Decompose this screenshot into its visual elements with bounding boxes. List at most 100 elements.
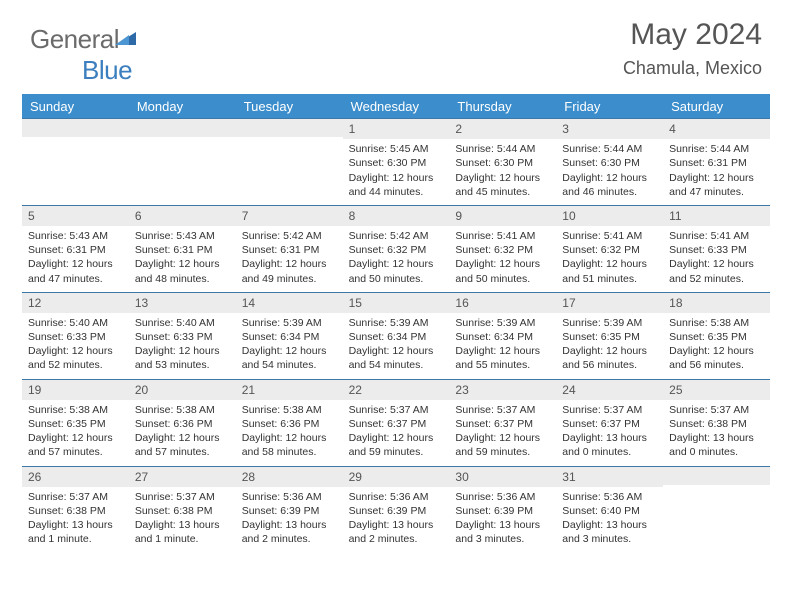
sunrise-text: Sunrise: 5:37 AM <box>562 403 657 417</box>
sunset-text: Sunset: 6:32 PM <box>349 243 444 257</box>
day-cell <box>22 119 129 205</box>
day-cell: 1Sunrise: 5:45 AMSunset: 6:30 PMDaylight… <box>343 119 450 205</box>
sunrise-text: Sunrise: 5:37 AM <box>669 403 764 417</box>
sunset-text: Sunset: 6:31 PM <box>135 243 230 257</box>
day-number: 13 <box>129 293 236 313</box>
day-number: 22 <box>343 380 450 400</box>
day-number <box>129 119 236 137</box>
day-details: Sunrise: 5:44 AMSunset: 6:31 PMDaylight:… <box>665 142 768 199</box>
day-number: 23 <box>449 380 556 400</box>
day-cell: 25Sunrise: 5:37 AMSunset: 6:38 PMDayligh… <box>663 380 770 466</box>
daylight-text: Daylight: 13 hours and 2 minutes. <box>242 518 337 546</box>
day-details: Sunrise: 5:44 AMSunset: 6:30 PMDaylight:… <box>451 142 554 199</box>
sunrise-text: Sunrise: 5:42 AM <box>242 229 337 243</box>
day-number: 3 <box>556 119 663 139</box>
sunrise-text: Sunrise: 5:40 AM <box>28 316 123 330</box>
location-subtitle: Chamula, Mexico <box>623 58 762 79</box>
daylight-text: Daylight: 12 hours and 52 minutes. <box>28 344 123 372</box>
day-cell: 26Sunrise: 5:37 AMSunset: 6:38 PMDayligh… <box>22 467 129 553</box>
day-details: Sunrise: 5:38 AMSunset: 6:36 PMDaylight:… <box>131 403 234 460</box>
daylight-text: Daylight: 13 hours and 3 minutes. <box>455 518 550 546</box>
page-title: May 2024 <box>630 18 762 52</box>
daylight-text: Daylight: 12 hours and 59 minutes. <box>349 431 444 459</box>
day-number <box>663 467 770 485</box>
daylight-text: Daylight: 13 hours and 3 minutes. <box>562 518 657 546</box>
sunrise-text: Sunrise: 5:44 AM <box>455 142 550 156</box>
sunrise-text: Sunrise: 5:36 AM <box>242 490 337 504</box>
sunset-text: Sunset: 6:40 PM <box>562 504 657 518</box>
day-cell: 6Sunrise: 5:43 AMSunset: 6:31 PMDaylight… <box>129 206 236 292</box>
day-details: Sunrise: 5:36 AMSunset: 6:39 PMDaylight:… <box>345 490 448 547</box>
day-details: Sunrise: 5:39 AMSunset: 6:34 PMDaylight:… <box>238 316 341 373</box>
sunrise-text: Sunrise: 5:44 AM <box>562 142 657 156</box>
daylight-text: Daylight: 12 hours and 54 minutes. <box>349 344 444 372</box>
day-details: Sunrise: 5:41 AMSunset: 6:33 PMDaylight:… <box>665 229 768 286</box>
sunset-text: Sunset: 6:31 PM <box>669 156 764 170</box>
week-row: 12Sunrise: 5:40 AMSunset: 6:33 PMDayligh… <box>22 292 770 379</box>
daylight-text: Daylight: 12 hours and 56 minutes. <box>562 344 657 372</box>
day-number: 28 <box>236 467 343 487</box>
sunrise-text: Sunrise: 5:38 AM <box>669 316 764 330</box>
day-details: Sunrise: 5:38 AMSunset: 6:35 PMDaylight:… <box>24 403 127 460</box>
day-details: Sunrise: 5:44 AMSunset: 6:30 PMDaylight:… <box>558 142 661 199</box>
sunrise-text: Sunrise: 5:44 AM <box>669 142 764 156</box>
day-details: Sunrise: 5:38 AMSunset: 6:35 PMDaylight:… <box>665 316 768 373</box>
sunset-text: Sunset: 6:32 PM <box>455 243 550 257</box>
day-details: Sunrise: 5:43 AMSunset: 6:31 PMDaylight:… <box>24 229 127 286</box>
sunset-text: Sunset: 6:35 PM <box>28 417 123 431</box>
sunrise-text: Sunrise: 5:38 AM <box>28 403 123 417</box>
day-number: 15 <box>343 293 450 313</box>
day-details: Sunrise: 5:39 AMSunset: 6:35 PMDaylight:… <box>558 316 661 373</box>
weekday-label: Wednesday <box>343 95 450 118</box>
sunset-text: Sunset: 6:35 PM <box>669 330 764 344</box>
daylight-text: Daylight: 12 hours and 49 minutes. <box>242 257 337 285</box>
day-number: 31 <box>556 467 663 487</box>
sunset-text: Sunset: 6:39 PM <box>455 504 550 518</box>
sunset-text: Sunset: 6:32 PM <box>562 243 657 257</box>
day-number: 24 <box>556 380 663 400</box>
day-number: 10 <box>556 206 663 226</box>
day-details: Sunrise: 5:40 AMSunset: 6:33 PMDaylight:… <box>24 316 127 373</box>
sunrise-text: Sunrise: 5:41 AM <box>562 229 657 243</box>
sunset-text: Sunset: 6:36 PM <box>242 417 337 431</box>
sunset-text: Sunset: 6:39 PM <box>242 504 337 518</box>
daylight-text: Daylight: 12 hours and 55 minutes. <box>455 344 550 372</box>
sunrise-text: Sunrise: 5:43 AM <box>28 229 123 243</box>
sunrise-text: Sunrise: 5:42 AM <box>349 229 444 243</box>
day-number: 8 <box>343 206 450 226</box>
sunset-text: Sunset: 6:30 PM <box>349 156 444 170</box>
day-details: Sunrise: 5:37 AMSunset: 6:38 PMDaylight:… <box>24 490 127 547</box>
day-number: 11 <box>663 206 770 226</box>
sunrise-text: Sunrise: 5:39 AM <box>242 316 337 330</box>
day-cell: 8Sunrise: 5:42 AMSunset: 6:32 PMDaylight… <box>343 206 450 292</box>
day-number: 19 <box>22 380 129 400</box>
daylight-text: Daylight: 12 hours and 56 minutes. <box>669 344 764 372</box>
day-number: 5 <box>22 206 129 226</box>
sunset-text: Sunset: 6:38 PM <box>28 504 123 518</box>
day-cell: 17Sunrise: 5:39 AMSunset: 6:35 PMDayligh… <box>556 293 663 379</box>
sunset-text: Sunset: 6:30 PM <box>562 156 657 170</box>
day-details: Sunrise: 5:40 AMSunset: 6:33 PMDaylight:… <box>131 316 234 373</box>
sunrise-text: Sunrise: 5:39 AM <box>562 316 657 330</box>
daylight-text: Daylight: 12 hours and 47 minutes. <box>669 171 764 199</box>
day-cell: 3 Sunrise: 5:44 AMSunset: 6:30 PMDaylight… <box>556 119 663 205</box>
day-cell: 2Sunrise: 5:44 AMSunset: 6:30 PMDaylight… <box>449 119 556 205</box>
weekday-label: Thursday <box>449 95 556 118</box>
day-cell: 21Sunrise: 5:38 AMSunset: 6:36 PMDayligh… <box>236 380 343 466</box>
day-details: Sunrise: 5:37 AMSunset: 6:37 PMDaylight:… <box>345 403 448 460</box>
sunrise-text: Sunrise: 5:41 AM <box>455 229 550 243</box>
day-cell: 24Sunrise: 5:37 AMSunset: 6:37 PMDayligh… <box>556 380 663 466</box>
day-cell: 30Sunrise: 5:36 AMSunset: 6:39 PMDayligh… <box>449 467 556 553</box>
sunset-text: Sunset: 6:35 PM <box>562 330 657 344</box>
day-number: 7 <box>236 206 343 226</box>
sunrise-text: Sunrise: 5:38 AM <box>135 403 230 417</box>
day-details: Sunrise: 5:37 AMSunset: 6:38 PMDaylight:… <box>131 490 234 547</box>
day-details: Sunrise: 5:37 AMSunset: 6:37 PMDaylight:… <box>451 403 554 460</box>
day-cell: 14 Sunrise: 5:39 AMSunset: 6:34 PMDayligh… <box>236 293 343 379</box>
daylight-text: Daylight: 12 hours and 53 minutes. <box>135 344 230 372</box>
day-cell <box>663 467 770 553</box>
sunrise-text: Sunrise: 5:37 AM <box>455 403 550 417</box>
day-number: 14 <box>236 293 343 313</box>
sunrise-text: Sunrise: 5:39 AM <box>455 316 550 330</box>
weekday-label: Sunday <box>22 95 129 118</box>
